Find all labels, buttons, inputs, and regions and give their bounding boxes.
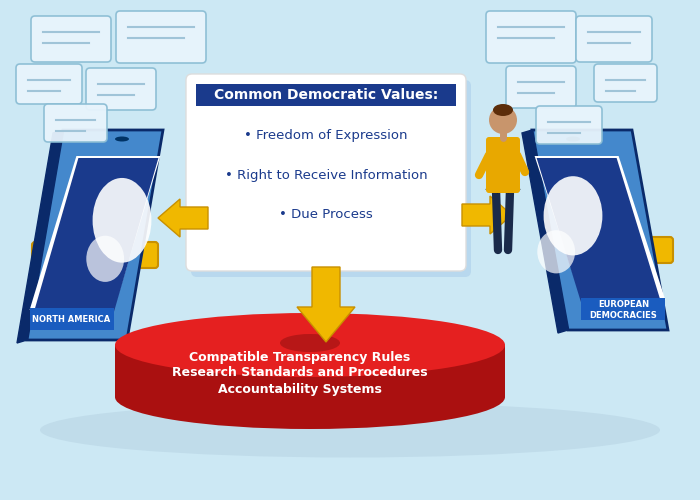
Text: Compatible Transparency Rules: Compatible Transparency Rules bbox=[190, 350, 411, 364]
Ellipse shape bbox=[538, 230, 575, 274]
Polygon shape bbox=[582, 298, 666, 320]
Ellipse shape bbox=[115, 365, 505, 429]
Text: Research Standards and Procedures: Research Standards and Procedures bbox=[172, 366, 428, 380]
Polygon shape bbox=[522, 130, 568, 333]
FancyBboxPatch shape bbox=[31, 16, 111, 62]
Ellipse shape bbox=[493, 104, 513, 116]
Polygon shape bbox=[537, 158, 664, 310]
FancyBboxPatch shape bbox=[547, 237, 673, 263]
FancyBboxPatch shape bbox=[486, 137, 520, 193]
Ellipse shape bbox=[38, 244, 153, 266]
FancyBboxPatch shape bbox=[486, 11, 576, 63]
Ellipse shape bbox=[92, 178, 151, 262]
Text: • Freedom of Expression: • Freedom of Expression bbox=[244, 128, 407, 141]
Ellipse shape bbox=[40, 402, 660, 458]
Bar bbox=[196, 84, 456, 106]
Circle shape bbox=[489, 106, 517, 134]
Polygon shape bbox=[32, 158, 158, 320]
Ellipse shape bbox=[544, 176, 603, 256]
Polygon shape bbox=[29, 156, 160, 310]
Polygon shape bbox=[29, 308, 113, 330]
Polygon shape bbox=[297, 267, 355, 342]
Text: • Due Process: • Due Process bbox=[279, 208, 373, 222]
Polygon shape bbox=[535, 156, 666, 300]
FancyBboxPatch shape bbox=[506, 66, 576, 108]
Ellipse shape bbox=[566, 136, 580, 141]
Ellipse shape bbox=[86, 236, 124, 282]
FancyBboxPatch shape bbox=[186, 74, 466, 271]
Text: Accountability Systems: Accountability Systems bbox=[218, 382, 382, 396]
FancyBboxPatch shape bbox=[576, 16, 652, 62]
FancyBboxPatch shape bbox=[16, 64, 82, 104]
Polygon shape bbox=[462, 196, 512, 234]
Polygon shape bbox=[115, 345, 505, 397]
FancyBboxPatch shape bbox=[191, 80, 471, 277]
Polygon shape bbox=[17, 130, 63, 343]
FancyBboxPatch shape bbox=[32, 242, 158, 268]
FancyBboxPatch shape bbox=[536, 106, 602, 144]
Polygon shape bbox=[532, 130, 668, 330]
Polygon shape bbox=[158, 199, 208, 237]
Text: EUROPEAN
DEMOCRACIES: EUROPEAN DEMOCRACIES bbox=[589, 300, 657, 320]
Polygon shape bbox=[27, 130, 163, 340]
FancyBboxPatch shape bbox=[86, 68, 156, 110]
Text: NORTH AMERICA: NORTH AMERICA bbox=[32, 316, 111, 324]
Ellipse shape bbox=[115, 136, 129, 141]
FancyBboxPatch shape bbox=[44, 104, 107, 142]
Ellipse shape bbox=[280, 334, 340, 352]
FancyBboxPatch shape bbox=[594, 64, 657, 102]
FancyBboxPatch shape bbox=[116, 11, 206, 63]
Ellipse shape bbox=[115, 313, 505, 377]
Text: • Right to Receive Information: • Right to Receive Information bbox=[225, 168, 427, 181]
Text: Common Democratic Values:: Common Democratic Values: bbox=[214, 88, 438, 102]
